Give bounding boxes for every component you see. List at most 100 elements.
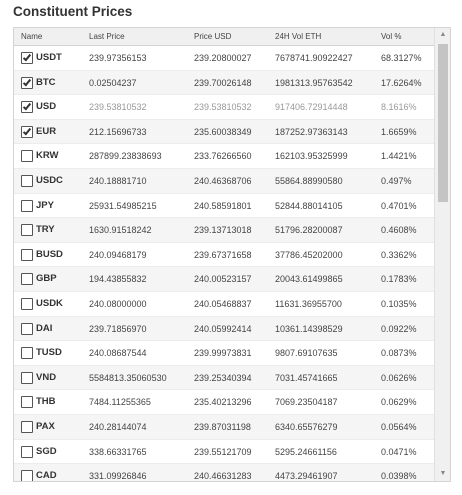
row-24h-vol: 187252.97363143 xyxy=(275,126,348,137)
table-row[interactable]: USDK 240.08000000 240.05468837 11631.369557… xyxy=(14,292,435,317)
table-row[interactable]: DAI 239.71856970 240.05992414 10361.1439852… xyxy=(14,316,435,342)
row-24h-vol: 55864.88990580 xyxy=(275,175,343,186)
row-last-price: 338.66331765 xyxy=(89,446,147,457)
row-price-usd: 239.13713018 xyxy=(194,225,252,236)
checkmark-icon xyxy=(22,126,32,136)
row-checkbox[interactable] xyxy=(21,396,33,409)
row-vol-percent: 1.6659% xyxy=(381,126,417,137)
row-checkbox[interactable] xyxy=(21,371,33,384)
table-row[interactable]: JPY 25931.54985215 240.58591801 52844.88014… xyxy=(14,194,435,219)
table-row[interactable]: USDT 239.97356153 239.20800027 7678741.9092… xyxy=(14,46,435,71)
row-checkbox[interactable] xyxy=(21,125,33,138)
row-price-usd: 239.67371658 xyxy=(194,249,252,260)
row-price-usd: 233.76266560 xyxy=(194,151,252,162)
row-price-usd: 239.70026148 xyxy=(194,77,252,88)
row-checkbox[interactable] xyxy=(21,150,33,163)
prices-table: Name Last Price Price USD 24H Vol ETH Vo… xyxy=(13,27,451,482)
header-price-usd[interactable]: Price USD xyxy=(194,32,232,41)
row-symbol: GBP xyxy=(36,273,57,285)
row-price-usd: 240.58591801 xyxy=(194,200,252,211)
table-row[interactable]: BUSD 240.09468179 239.67371658 37786.452020… xyxy=(14,243,435,268)
row-symbol: CAD xyxy=(36,470,57,482)
row-last-price: 5584813.35060530 xyxy=(89,372,167,383)
table-row[interactable]: USD 239.53810532 239.53810532 917406.729144… xyxy=(14,95,435,120)
page-title: Constituent Prices xyxy=(13,4,133,19)
row-last-price: 239.97356153 xyxy=(89,53,147,63)
row-checkbox[interactable] xyxy=(21,273,33,286)
row-last-price: 240.28144074 xyxy=(89,421,147,432)
header-last-price[interactable]: Last Price xyxy=(89,32,125,41)
row-price-usd: 239.25340394 xyxy=(194,372,252,383)
row-last-price: 240.09468179 xyxy=(89,249,147,260)
row-price-usd: 239.55121709 xyxy=(194,446,252,457)
checkmark-icon xyxy=(22,52,32,62)
row-checkbox[interactable] xyxy=(21,322,33,335)
row-vol-percent: 0.0564% xyxy=(381,421,417,432)
row-vol-percent: 0.1035% xyxy=(381,298,417,309)
row-24h-vol: 162103.95325999 xyxy=(275,151,348,162)
row-24h-vol: 5295.24661156 xyxy=(275,446,337,457)
row-symbol: USDT xyxy=(36,52,62,63)
header-vol-percent[interactable]: Vol % xyxy=(381,32,402,41)
row-last-price: 0.02504237 xyxy=(89,77,137,88)
row-price-usd: 239.99973831 xyxy=(194,348,252,359)
scroll-down-icon[interactable]: ▼ xyxy=(439,470,447,477)
row-last-price: 331.09926846 xyxy=(89,471,147,482)
row-last-price: 194.43855832 xyxy=(89,274,147,285)
row-price-usd: 240.46368706 xyxy=(194,175,252,186)
row-vol-percent: 8.1616% xyxy=(381,102,417,113)
table-row[interactable]: THB 7484.11255365 235.40213296 7069.2350418… xyxy=(14,390,435,415)
row-symbol: TUSD xyxy=(36,347,62,359)
row-checkbox[interactable] xyxy=(21,248,33,261)
header-24h-vol[interactable]: 24H Vol ETH xyxy=(275,32,322,41)
row-price-usd: 239.20800027 xyxy=(194,53,252,63)
header-name[interactable]: Name xyxy=(21,32,43,41)
row-symbol: SGD xyxy=(36,445,57,457)
table-row[interactable]: TUSD 240.08687544 239.99973831 9807.6910763… xyxy=(14,341,435,366)
row-checkbox[interactable] xyxy=(21,101,33,114)
row-checkbox[interactable] xyxy=(21,174,33,187)
table-row[interactable]: USDC 240.18881710 240.46368706 55864.889905… xyxy=(14,168,435,194)
row-checkbox[interactable] xyxy=(21,297,33,310)
row-last-price: 240.08687544 xyxy=(89,348,147,359)
scroll-up-icon[interactable]: ▲ xyxy=(439,31,447,38)
table-row[interactable]: SGD 338.66331765 239.55121709 5295.24661156… xyxy=(14,440,435,465)
table-row[interactable]: BTC 0.02504237 239.70026148 1981313.9576354… xyxy=(14,70,435,96)
row-checkbox[interactable] xyxy=(21,224,33,237)
scrollbar-thumb[interactable] xyxy=(438,44,448,202)
row-vol-percent: 0.1783% xyxy=(381,274,417,285)
row-vol-percent: 0.0398% xyxy=(381,471,417,482)
row-24h-vol: 11631.36955700 xyxy=(275,298,342,309)
row-checkbox[interactable] xyxy=(21,445,33,458)
row-checkbox[interactable] xyxy=(21,199,33,212)
row-checkbox[interactable] xyxy=(21,76,33,89)
row-symbol: THB xyxy=(36,396,56,408)
row-24h-vol: 20043.61499865 xyxy=(275,274,343,285)
row-checkbox[interactable] xyxy=(21,52,33,64)
row-price-usd: 240.00523157 xyxy=(194,274,252,285)
row-symbol: DAI xyxy=(36,322,53,334)
row-vol-percent: 0.0629% xyxy=(381,397,417,408)
table-row[interactable]: GBP 194.43855832 240.00523157 20043.6149986… xyxy=(14,267,435,292)
row-checkbox[interactable] xyxy=(21,420,33,433)
row-symbol: KRW xyxy=(36,150,59,162)
table-row[interactable]: KRW 287899.23838693 233.76266560 162103.953… xyxy=(14,144,435,169)
table-row[interactable]: VND 5584813.35060530 239.25340394 7031.4574… xyxy=(14,365,435,391)
row-symbol: TRY xyxy=(36,224,55,236)
row-checkbox[interactable] xyxy=(21,470,33,481)
table-row[interactable]: CAD 331.09926846 240.46631283 4473.29461907… xyxy=(14,464,435,482)
table-row[interactable]: EUR 212.15696733 235.60038349 187252.973631… xyxy=(14,119,435,145)
row-last-price: 7484.11255365 xyxy=(89,397,151,408)
row-vol-percent: 0.0471% xyxy=(381,446,417,457)
row-vol-percent: 0.4608% xyxy=(381,225,417,236)
row-24h-vol: 9807.69107635 xyxy=(275,348,338,359)
row-24h-vol: 917406.72914448 xyxy=(275,102,348,113)
row-symbol: JPY xyxy=(36,199,54,211)
row-symbol: USDC xyxy=(36,174,63,186)
table-row[interactable]: PAX 240.28144074 239.87031198 6340.65576279… xyxy=(14,414,435,440)
table-row[interactable]: TRY 1630.91518242 239.13713018 51796.282000… xyxy=(14,218,435,243)
row-checkbox[interactable] xyxy=(21,347,33,360)
row-price-usd: 240.46631283 xyxy=(194,471,252,482)
vertical-scrollbar[interactable]: ▲ ▼ xyxy=(434,28,450,481)
row-vol-percent: 68.3127% xyxy=(381,53,422,63)
